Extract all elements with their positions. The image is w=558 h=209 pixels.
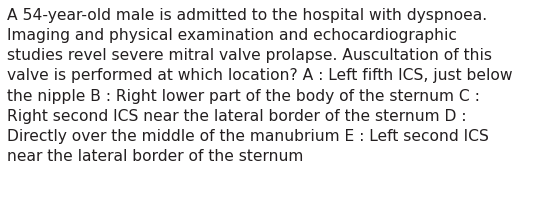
- Text: A 54-year-old male is admitted to the hospital with dyspnoea.
Imaging and physic: A 54-year-old male is admitted to the ho…: [7, 8, 512, 164]
